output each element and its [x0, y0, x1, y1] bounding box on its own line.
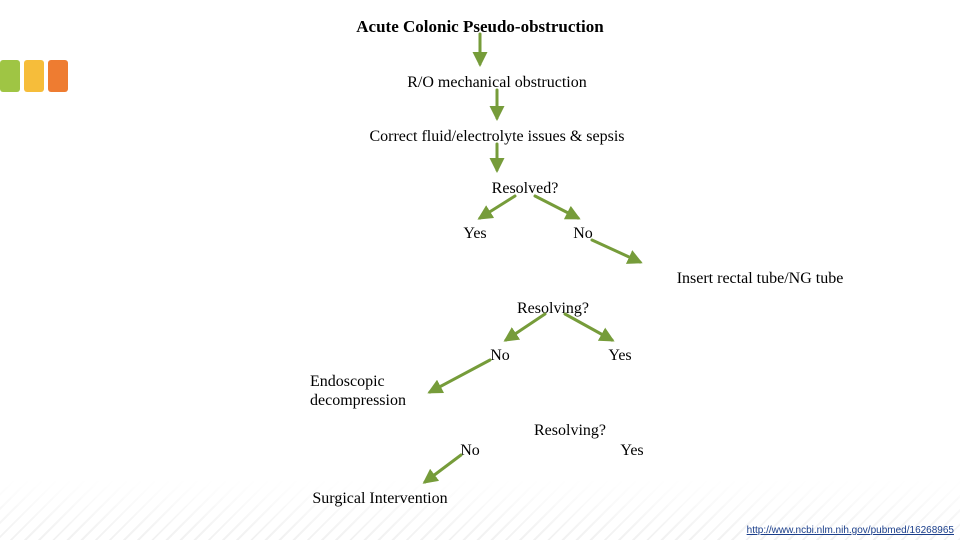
reference-link[interactable]: http://www.ncbi.nlm.nih.gov/pubmed/16268… — [747, 525, 954, 536]
flowchart-canvas: Acute Colonic Pseudo-obstruction R/O mec… — [0, 0, 960, 540]
flow-arrows — [0, 0, 960, 540]
